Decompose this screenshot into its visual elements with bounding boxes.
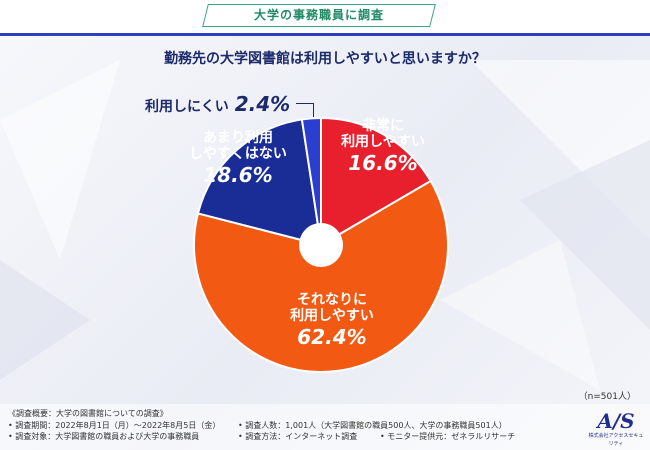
logo-mark: A/S xyxy=(597,409,635,433)
chart-question-title: 勤務先の大学図書館は利用しやすいと思いますか？ xyxy=(164,51,486,67)
footer-row-2: • 調査期間：2022年8月1日（月）～2022年8月5日（金） • 調査人数：… xyxy=(8,420,507,432)
footer-row-3: • 調査対象：大学図書館の職員および大学の事務職員 • 調査方法：インターネット… xyxy=(8,431,515,443)
footer-method: • 調査方法：インターネット調査 xyxy=(238,432,358,441)
sample-size: （n=501人） xyxy=(578,392,636,402)
header-accent-line xyxy=(0,33,650,36)
slice-label-hard: 利用しにくい 2.4% xyxy=(145,92,291,116)
header-title: 大学の事務職員に調査 xyxy=(253,8,384,22)
slice-very-easy xyxy=(320,116,433,247)
slice-label-not-very-easy: あまり利用 しやすくはない 18.6% xyxy=(189,130,287,188)
slice-label-very-easy: 非常に 利用しやすい 16.6% xyxy=(341,118,425,176)
survey-footer: 《調査概要：大学の図書館についての調査》 • 調査期間：2022年8月1日（月）… xyxy=(8,408,515,443)
footer-period: • 調査期間：2022年8月1日（月）～2022年8月5日（金） xyxy=(8,420,221,430)
footer-target: • 調査対象：大学図書館の職員および大学の事務職員 xyxy=(8,432,200,441)
logo-text: 株式会社アクセスセキュリティ xyxy=(588,433,644,447)
footer-respondents: • 調査人数：1,001人（大学図書館の職員500人、大学の事務職員501人） xyxy=(238,420,507,430)
slice-not-very-easy xyxy=(196,118,323,247)
footer-area xyxy=(0,404,650,450)
slice-label-fairly-easy: それなりに 利用しやすい 62.4% xyxy=(290,292,374,350)
donut-hole xyxy=(299,223,343,267)
footer-monitor: • モニター提供元：ゼネラルリサーチ xyxy=(380,432,516,441)
slice-hard xyxy=(300,116,322,246)
footer-summary-title: 《調査概要：大学の図書館についての調査》 xyxy=(8,409,168,418)
leader-line xyxy=(296,103,314,117)
company-logo: A/S 株式会社アクセスセキュリティ xyxy=(588,409,644,447)
